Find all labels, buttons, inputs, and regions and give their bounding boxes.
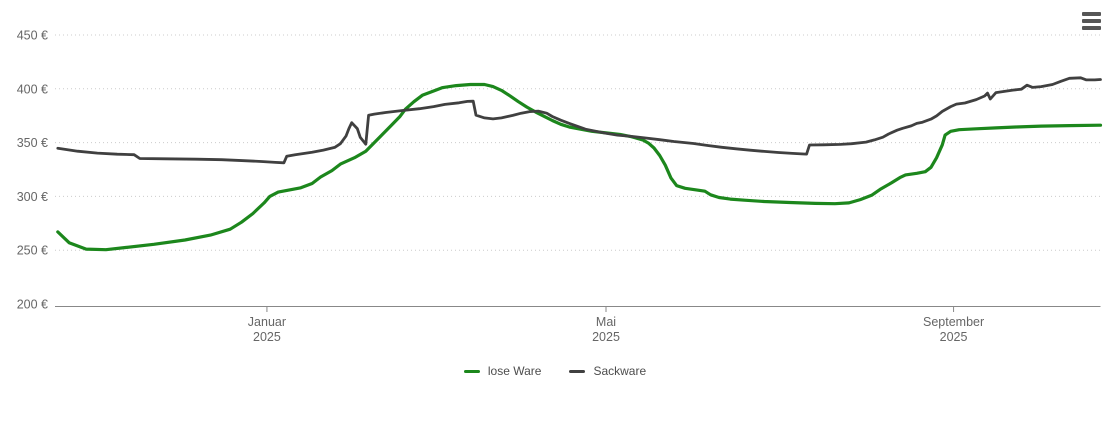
hamburger-menu-icon <box>1082 19 1101 23</box>
series-line-lose-ware[interactable] <box>56 82 1103 252</box>
chart-context-menu-button[interactable] <box>1082 12 1102 30</box>
y-axis-label: 400 € <box>17 82 48 96</box>
legend-line-swatch <box>463 369 480 373</box>
x-axis-label: 2025 <box>592 330 620 344</box>
x-axis-label: Mai <box>596 315 616 329</box>
x-axis-label: September <box>923 315 984 329</box>
x-axis-label: Januar <box>248 315 286 329</box>
legend-item-lose-ware[interactable]: lose Ware <box>463 364 542 378</box>
y-axis-label: 450 € <box>17 29 48 43</box>
x-axis-label: 2025 <box>940 330 968 344</box>
y-axis-label: 250 € <box>17 244 48 258</box>
legend-label: lose Ware <box>487 364 542 378</box>
legend-line-swatch <box>569 369 586 373</box>
hamburger-menu-icon <box>1082 12 1101 16</box>
y-axis-label: 300 € <box>17 190 48 204</box>
y-axis-label: 200 € <box>17 298 48 312</box>
legend-label: Sackware <box>593 364 647 378</box>
x-axis-label: 2025 <box>253 330 281 344</box>
legend: lose Ware Sackware <box>0 364 1110 378</box>
series-line-sackware[interactable] <box>56 76 1102 165</box>
legend-item-sackware[interactable]: Sackware <box>569 364 646 378</box>
hamburger-menu-icon <box>1082 26 1101 30</box>
y-axis-label: 350 € <box>17 136 48 150</box>
